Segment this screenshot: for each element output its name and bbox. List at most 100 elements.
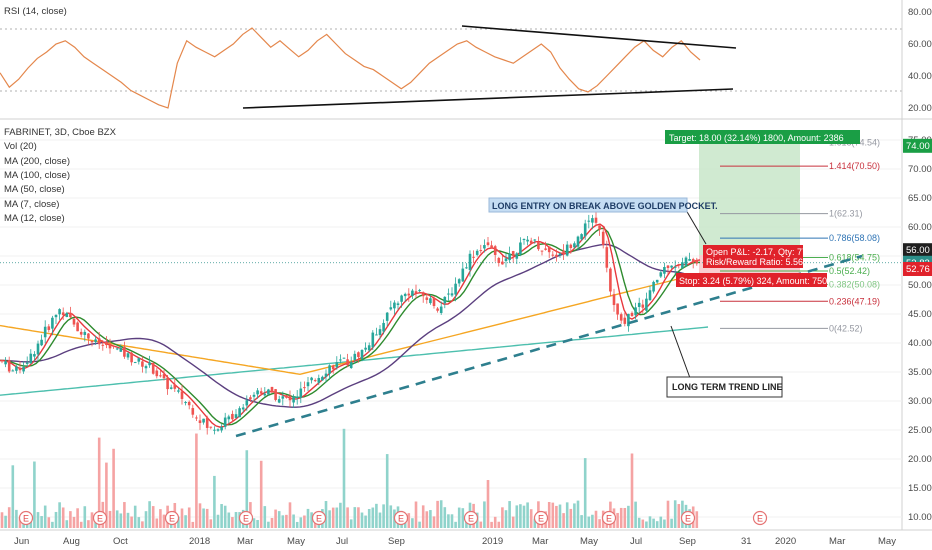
x-tick-label: 2019 — [482, 536, 503, 547]
y-tick-label: 50.00 — [908, 280, 932, 291]
target-label: Target: 18.00 (32.14%) 1800, Amount: 238… — [669, 133, 844, 143]
fib-level-label: 0.236(47.19) — [829, 296, 880, 306]
volume-bar — [245, 450, 249, 528]
legend-item[interactable]: MA (12, close) — [4, 212, 65, 224]
candle — [36, 343, 40, 355]
candle — [169, 387, 173, 389]
candle — [234, 414, 238, 418]
candle — [267, 389, 270, 395]
volume-bar — [695, 511, 699, 528]
candle — [519, 242, 522, 255]
candle — [155, 370, 159, 377]
volume-bar — [15, 509, 18, 528]
volume-bar — [252, 518, 256, 528]
legend-item[interactable]: MA (100, close) — [4, 169, 70, 181]
legend-item[interactable]: MA (50, close) — [4, 184, 65, 196]
fib-level-label: 0.382(50.08) — [829, 280, 880, 290]
volume-bar — [295, 521, 299, 528]
volume-bar — [335, 507, 339, 528]
volume-bar — [443, 507, 447, 528]
volume-bar — [558, 504, 562, 528]
candle — [94, 339, 97, 342]
legend-item[interactable]: Vol (20) — [4, 141, 37, 153]
volume-bar — [587, 516, 591, 528]
candle — [569, 244, 573, 249]
earnings-marker — [164, 510, 180, 526]
volume-bar — [65, 520, 69, 528]
candle — [281, 396, 285, 399]
candle — [465, 267, 468, 269]
candle — [220, 426, 223, 431]
candle — [151, 363, 155, 374]
volume-bar — [349, 519, 353, 528]
earnings-marker — [18, 510, 34, 526]
candle — [691, 259, 695, 262]
candle — [187, 401, 191, 406]
volume-bar — [209, 519, 213, 528]
x-tick-label: Aug — [63, 536, 80, 547]
rsi-tick-label: 60.00 — [908, 39, 932, 50]
candle — [119, 347, 123, 352]
candle — [551, 254, 555, 256]
candle — [562, 250, 565, 255]
candle — [11, 370, 15, 372]
rsi-tick-label: 40.00 — [908, 71, 932, 82]
candle — [328, 365, 331, 374]
volume-bar — [655, 521, 659, 528]
trend-note: LONG TERM TREND LINE — [672, 382, 783, 392]
volume-bar — [310, 512, 313, 528]
y-tick-label: 65.00 — [908, 193, 932, 204]
volume-bar — [288, 502, 292, 528]
candle — [191, 408, 195, 415]
volume-bar — [151, 506, 155, 528]
legend-item[interactable]: MA (7, close) — [4, 198, 60, 210]
rsi-indicator-label[interactable]: RSI (14, close) — [4, 6, 67, 17]
price-badge-label: 74.00 — [906, 141, 930, 152]
candle — [573, 243, 576, 248]
volume-bar — [670, 518, 673, 528]
earnings-marker — [393, 510, 409, 526]
x-tick-label: Sep — [388, 536, 405, 547]
candle — [252, 394, 256, 397]
candle — [439, 306, 443, 313]
volume-bar — [324, 501, 328, 528]
volume-bar — [43, 505, 47, 528]
volume-bar — [198, 503, 202, 528]
volume-bar — [148, 501, 151, 528]
y-tick-label: 60.00 — [908, 222, 932, 233]
candle — [641, 304, 645, 308]
candle — [58, 309, 61, 315]
candle — [205, 417, 209, 428]
volume-bar — [277, 511, 281, 528]
volume-bar — [576, 500, 580, 528]
candle — [299, 388, 303, 398]
candle — [209, 426, 213, 428]
volume-bar — [346, 507, 349, 528]
volume-bar — [529, 509, 533, 528]
volume-bar — [234, 512, 238, 528]
earnings-marker — [238, 510, 254, 526]
legend-item[interactable]: FABRINET, 3D, Cboe BZX — [4, 127, 116, 138]
volume-bar — [627, 505, 630, 528]
candle — [612, 294, 616, 306]
candle — [231, 413, 234, 420]
volume-bar — [490, 521, 493, 528]
x-tick-label: May — [878, 536, 896, 547]
volume-bar — [418, 521, 421, 528]
candle — [33, 354, 36, 357]
candle — [634, 307, 637, 316]
volume-bar — [659, 516, 663, 528]
x-tick-label: May — [580, 536, 598, 547]
volume-bar — [389, 505, 393, 528]
candle — [594, 217, 598, 223]
x-tick-label: Jul — [336, 536, 348, 547]
volume-bar — [353, 507, 357, 528]
candle — [108, 343, 112, 349]
candle — [166, 377, 169, 390]
legend-item[interactable]: MA (200, close) — [4, 155, 70, 167]
candle — [486, 242, 490, 246]
volume-bar — [205, 508, 209, 528]
volume-bar — [97, 437, 101, 528]
candle — [447, 293, 450, 295]
